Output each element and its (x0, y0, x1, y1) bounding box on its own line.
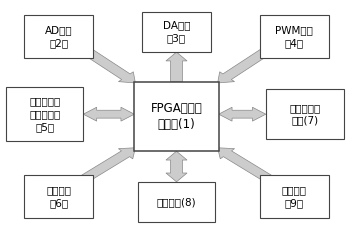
FancyBboxPatch shape (24, 15, 93, 58)
Text: 以太网通信
模块(7): 以太网通信 模块(7) (289, 103, 321, 126)
FancyBboxPatch shape (138, 182, 215, 223)
Text: 光电编码脉
冲计数模块
（5）: 光电编码脉 冲计数模块 （5） (29, 96, 60, 132)
Text: FPGA中央处
理模块(1): FPGA中央处 理模块(1) (151, 102, 202, 131)
Text: 存储模块(8): 存储模块(8) (157, 197, 196, 207)
FancyBboxPatch shape (6, 87, 83, 141)
Polygon shape (166, 52, 187, 82)
Text: 串口模块
（6）: 串口模块 （6） (46, 185, 71, 208)
Text: DA模块
（3）: DA模块 （3） (163, 21, 190, 43)
FancyBboxPatch shape (134, 82, 219, 151)
Text: 电源模块
（9）: 电源模块 （9） (282, 185, 307, 208)
Polygon shape (78, 148, 135, 183)
Polygon shape (218, 45, 275, 83)
Polygon shape (218, 148, 275, 183)
FancyBboxPatch shape (266, 89, 343, 139)
Text: PWM模块
（4）: PWM模块 （4） (275, 25, 313, 48)
Polygon shape (78, 45, 135, 83)
FancyBboxPatch shape (142, 12, 211, 52)
Polygon shape (83, 107, 134, 121)
Text: AD模块
（2）: AD模块 （2） (45, 25, 72, 48)
FancyBboxPatch shape (260, 175, 329, 218)
FancyBboxPatch shape (260, 15, 329, 58)
FancyBboxPatch shape (24, 175, 93, 218)
Polygon shape (166, 151, 187, 182)
Polygon shape (219, 107, 266, 121)
